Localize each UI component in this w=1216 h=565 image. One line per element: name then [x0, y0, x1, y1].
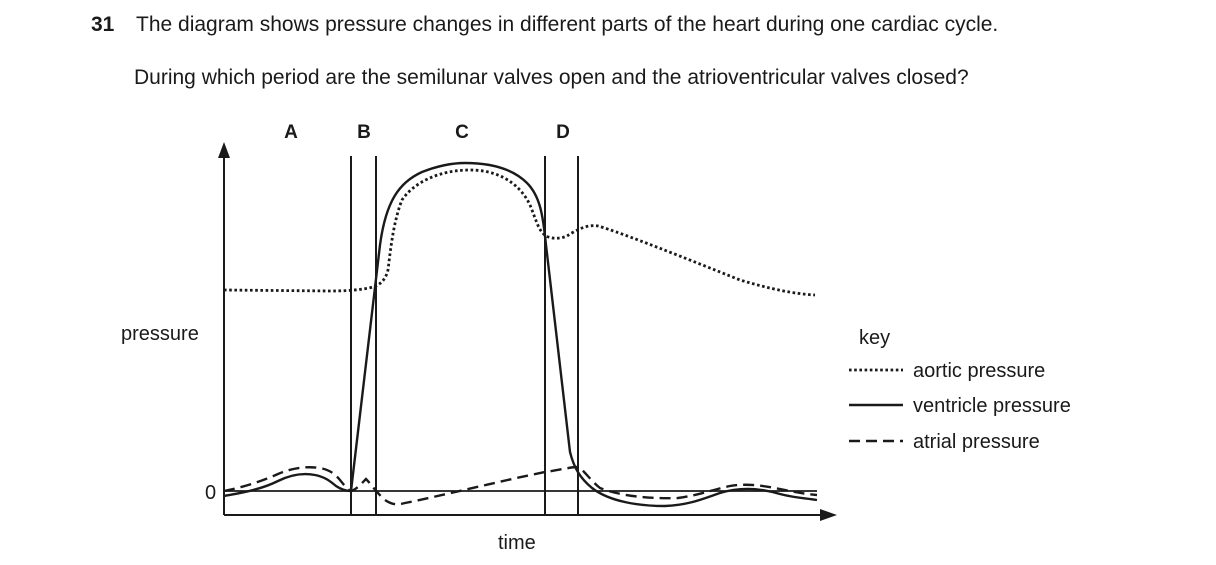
key-title: key: [859, 327, 890, 349]
aortic-pressure-curve: [223, 168, 816, 297]
x-axis-arrowhead: [820, 509, 837, 521]
key-aortic-label: aortic pressure: [913, 360, 1045, 382]
x-axis: [224, 509, 837, 521]
key-ventricle-label: ventricle pressure: [913, 395, 1071, 417]
period-label-c: C: [455, 122, 469, 143]
period-label-d: D: [556, 122, 570, 143]
question-prompt: During which period are the semilunar va…: [134, 66, 969, 89]
key-atrial-label: atrial pressure: [913, 431, 1040, 453]
x-axis-label: time: [498, 532, 536, 554]
period-label-a: A: [284, 122, 298, 143]
zero-label: 0: [205, 482, 216, 504]
atrial-pressure-curve: [223, 465, 818, 506]
ventricle-pressure-curve: [223, 161, 818, 508]
period-label-b: B: [357, 122, 371, 143]
y-axis-label: pressure: [121, 323, 199, 345]
y-axis: [218, 142, 230, 515]
y-axis-arrowhead: [218, 142, 230, 158]
question-text: The diagram shows pressure changes in di…: [136, 13, 999, 36]
key: key aortic pressure ventricle pressure a…: [849, 327, 1071, 453]
question-number: 31: [91, 13, 115, 36]
